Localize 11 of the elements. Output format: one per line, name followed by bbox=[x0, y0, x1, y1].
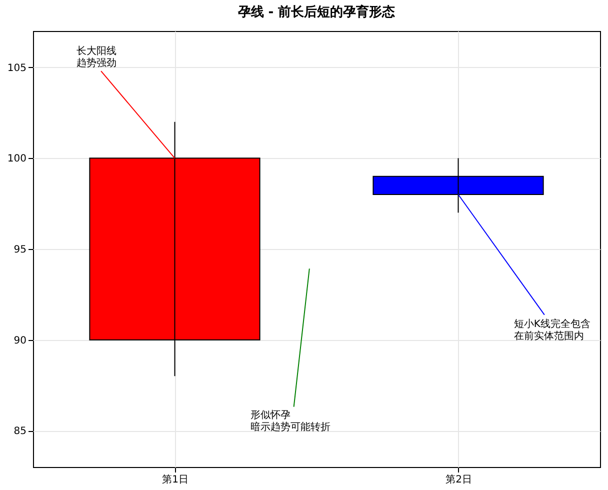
annotation: 形似怀孕暗示趋势可能转折 bbox=[250, 408, 331, 433]
y-tick-label: 85 bbox=[14, 426, 26, 438]
y-tick-label: 100 bbox=[7, 154, 26, 165]
x-tick-label: 第2日 bbox=[446, 474, 472, 486]
y-tick-label: 105 bbox=[7, 62, 26, 74]
annotation: 长大阳线趋势强劲 bbox=[76, 44, 117, 69]
x-tick-label: 第1日 bbox=[162, 474, 188, 486]
y-tick-label: 90 bbox=[14, 335, 26, 346]
annotation: 短小K线完全包含在前实体范围内 bbox=[514, 318, 590, 342]
chart-title: 孕线 - 前长后短的孕育形态 bbox=[236, 4, 396, 20]
y-tick-label: 95 bbox=[14, 244, 26, 256]
